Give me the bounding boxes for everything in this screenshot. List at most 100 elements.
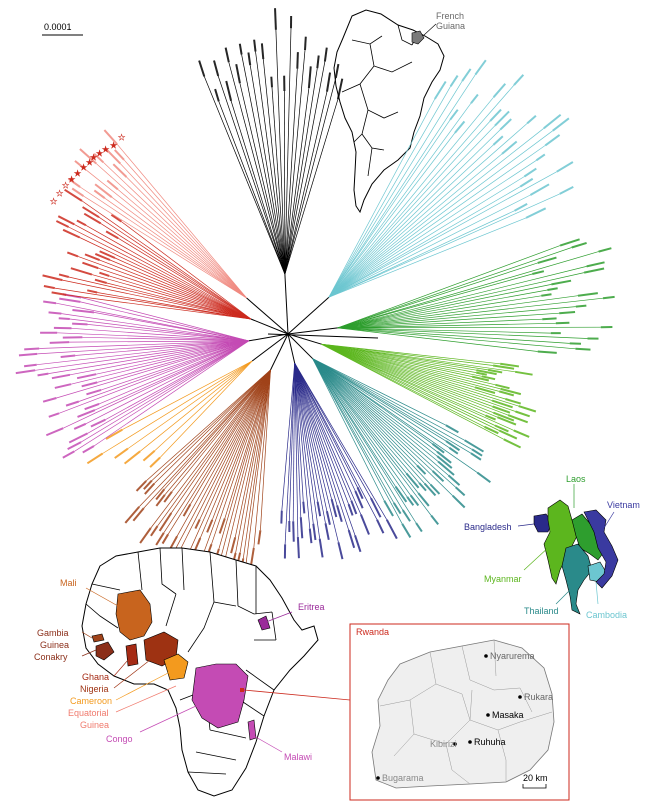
tip-label xyxy=(359,514,370,535)
tip-label xyxy=(498,390,515,397)
bangladesh-branch xyxy=(294,363,372,499)
mali-region xyxy=(115,589,153,641)
tip-label xyxy=(247,52,252,66)
tip-label xyxy=(270,76,273,88)
tip-label xyxy=(59,297,81,303)
tip-label xyxy=(230,537,237,554)
tip-label xyxy=(493,411,515,422)
south-america-branch xyxy=(284,99,339,275)
south-america-branch xyxy=(262,59,286,275)
tip-label xyxy=(283,544,287,559)
rwanda-branch xyxy=(79,237,252,320)
congo-branch xyxy=(74,340,249,452)
tip-label xyxy=(523,167,537,178)
rwanda-star-markers: ★★★★★★★★★★★★ xyxy=(50,133,126,207)
south-america-branch xyxy=(284,68,298,275)
tip-label xyxy=(492,364,515,370)
thailand-branch xyxy=(312,358,418,466)
tip-label xyxy=(464,439,484,453)
tip-label xyxy=(325,510,331,525)
rwanda-light-branch xyxy=(120,163,247,299)
congo-branch xyxy=(82,336,249,342)
tip-label xyxy=(394,486,408,503)
star-icon: ★ xyxy=(56,189,63,198)
myanmar-branch xyxy=(321,343,504,440)
tip-label xyxy=(500,362,520,368)
tip-label xyxy=(559,185,574,195)
tip-label xyxy=(124,506,140,524)
tip-label xyxy=(280,510,283,524)
tip-label xyxy=(337,542,344,560)
west-africa-branch xyxy=(157,369,271,527)
tip-label xyxy=(83,212,102,225)
bangladesh-branch xyxy=(294,363,299,538)
tip-label xyxy=(318,538,324,558)
southeast-asia-map: Laos Vietnam Bangladesh Myanmar Thailand… xyxy=(464,474,640,620)
ruhuha-dot xyxy=(468,740,472,744)
tip-label xyxy=(492,83,507,98)
bangladesh-branch xyxy=(294,363,356,492)
tip-label xyxy=(485,414,496,421)
congo-branch xyxy=(56,340,249,399)
tip-label xyxy=(423,482,437,497)
ruhuha-label: Ruhuha xyxy=(474,737,506,747)
tip-label xyxy=(476,471,491,483)
cambodia-branch xyxy=(328,153,503,298)
tip-label xyxy=(492,405,511,414)
tip-label xyxy=(235,63,241,84)
star-icon: ★ xyxy=(110,141,117,150)
congo-branch xyxy=(37,340,249,355)
tip-label xyxy=(505,398,522,405)
laos-branch xyxy=(337,327,570,344)
thailand-branch xyxy=(312,358,432,516)
myanmar-branch xyxy=(321,343,473,377)
cameroon-region xyxy=(163,653,189,681)
cambodia-branch xyxy=(328,123,528,298)
cambodia-branch xyxy=(328,120,491,298)
tip-label xyxy=(296,52,299,69)
africa-map: Mali Gambia Guinea Conakry Ghana Nigeria… xyxy=(34,547,351,797)
tip-label xyxy=(94,252,111,261)
tip-label xyxy=(436,450,452,464)
west-africa-branch xyxy=(150,369,271,529)
cambodia-branch xyxy=(328,160,537,298)
phylogenetic-tree xyxy=(15,8,615,594)
bangladesh-label: Bangladesh xyxy=(464,522,512,532)
congo-branch xyxy=(75,340,249,356)
star-icon: ★ xyxy=(62,181,69,190)
thailand-branch xyxy=(312,358,395,503)
west-africa-branch xyxy=(220,369,271,556)
tip-label xyxy=(503,438,522,449)
bangladesh-branch xyxy=(294,363,339,543)
rwanda-branch xyxy=(77,256,252,320)
west-africa-branch xyxy=(163,369,271,533)
south-america-branch xyxy=(275,29,286,275)
myanmar-branch xyxy=(321,343,501,390)
rwanda-scale-bar xyxy=(522,784,547,789)
tip-label xyxy=(64,188,83,202)
cambodia-branch xyxy=(328,217,527,298)
tip-label xyxy=(575,347,591,351)
rwanda-light-branch xyxy=(103,162,247,299)
thailand-branch xyxy=(312,358,453,496)
tip-label xyxy=(54,383,72,389)
myanmar-branch xyxy=(321,343,519,407)
south-america-branch xyxy=(284,77,337,275)
tip-label xyxy=(51,373,71,380)
myanmar-branch xyxy=(321,343,506,400)
tip-label xyxy=(40,331,58,334)
south-america-branch xyxy=(249,65,286,275)
tip-label xyxy=(308,528,313,544)
rwanda-branch xyxy=(109,259,252,320)
bangladesh-branch xyxy=(294,363,318,502)
tip-label xyxy=(448,446,459,455)
tip-label xyxy=(68,178,81,188)
tip-label xyxy=(86,452,104,465)
equatorial-guinea-label-2: Guinea xyxy=(80,720,109,730)
tip-label xyxy=(556,161,574,173)
thailand-branch xyxy=(312,358,385,501)
tip-label xyxy=(417,492,430,507)
laos-label: Laos xyxy=(566,474,586,484)
tip-label xyxy=(449,75,459,87)
